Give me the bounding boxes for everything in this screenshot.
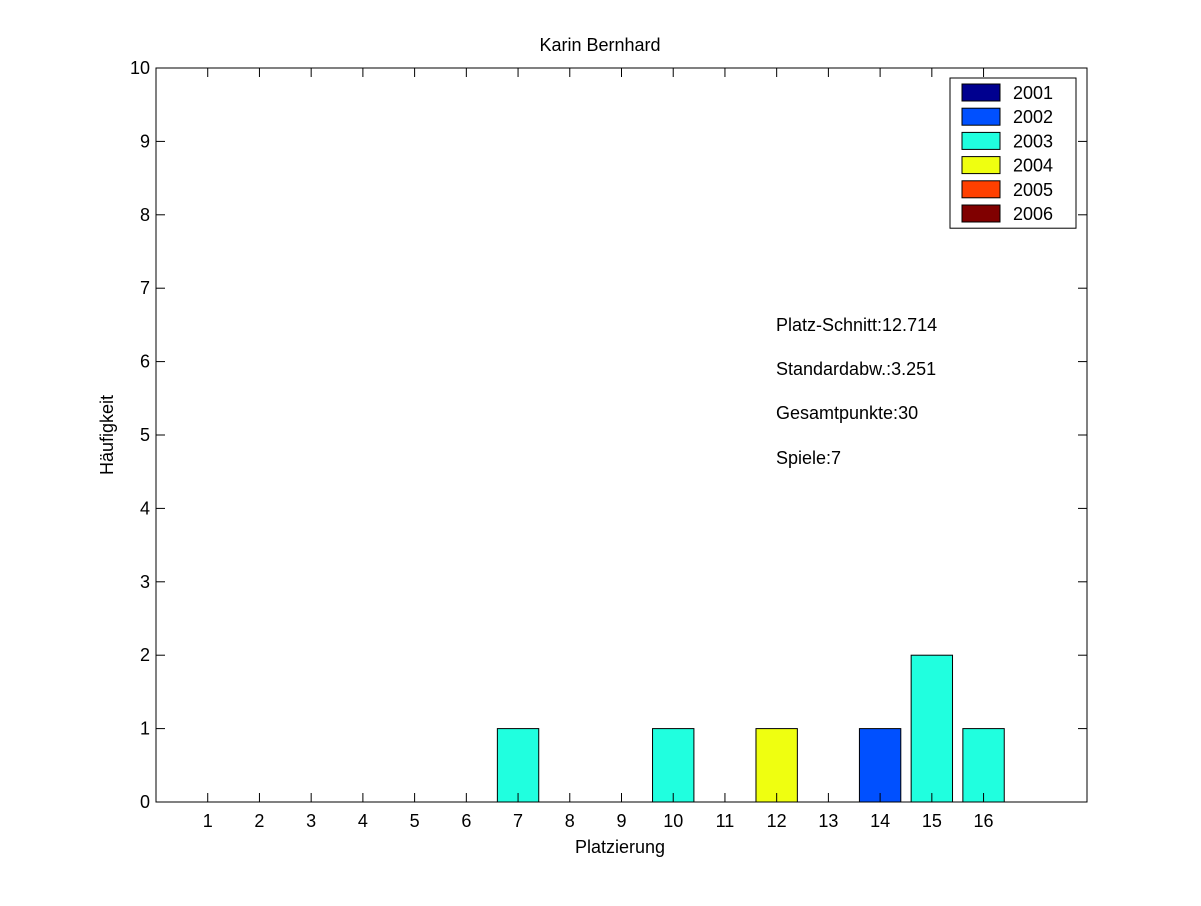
y-axis-label: Häufigkeit [97,395,117,475]
y-tick-label: 9 [140,131,150,151]
legend-box [949,77,1077,229]
y-tick-label: 4 [140,498,150,518]
x-tick-label: 13 [818,811,838,831]
x-tick-label: 5 [410,811,420,831]
legend-label-2004: 2004 [1013,156,1053,176]
x-tick-label: 7 [513,811,523,831]
x-tick-label: 4 [358,811,368,831]
legend-label-2006: 2006 [1013,204,1053,224]
bar-2002-platz-14 [858,728,902,803]
legend-label-2003: 2003 [1013,131,1053,151]
y-tick-label: 10 [130,58,150,78]
bar-2004-platz-12 [755,728,798,803]
legend-swatch-2005 [961,180,1001,199]
y-tick-label: 6 [140,352,150,372]
y-tick-label: 3 [140,572,150,592]
legend-swatch-2004 [961,156,1001,175]
stat-annotation-4: Spiele:7 [776,448,841,468]
bar-2003-platz-7 [496,728,540,803]
bar-2003-platz-15 [910,654,954,803]
chart-title: Karin Bernhard [539,35,660,55]
legend-label-2002: 2002 [1013,107,1053,127]
y-tick-label: 5 [140,425,150,445]
x-tick-label: 10 [663,811,683,831]
x-tick-label: 12 [767,811,787,831]
y-tick-label: 8 [140,205,150,225]
legend-swatch-2003 [961,131,1001,150]
stat-annotation-3: Gesamtpunkte:30 [776,403,918,423]
x-tick-label: 3 [306,811,316,831]
x-tick-label: 1 [203,811,213,831]
x-tick-label: 16 [974,811,994,831]
stat-annotation-1: Platz-Schnitt:12.714 [776,315,937,335]
y-tick-label: 0 [140,792,150,812]
x-tick-label: 6 [461,811,471,831]
x-axis-label: Platzierung [575,837,665,857]
legend-label-2005: 2005 [1013,180,1053,200]
y-tick-label: 1 [140,719,150,739]
statistics-annotations: Platz-Schnitt:12.714 Standardabw.:3.251 Ge… [776,315,937,468]
x-tick-label: 14 [870,811,890,831]
x-tick-label: 15 [922,811,942,831]
legend: 2001 2002 2003 2004 2005 2006 [949,77,1077,229]
y-tick-label: 7 [140,278,150,298]
x-tick-label: 2 [254,811,264,831]
legend-swatch-2006 [961,204,1001,223]
stat-annotation-2: Standardabw.:3.251 [776,359,936,379]
bar-2003-platz-16 [962,728,1005,803]
legend-label-2001: 2001 [1013,83,1053,103]
bar-2003-platz-10 [652,728,695,803]
y-tick-label: 2 [140,645,150,665]
x-tick-label: 9 [616,811,626,831]
legend-swatch-2002 [961,107,1001,126]
legend-swatch-2001 [961,83,1001,102]
x-tick-label: 11 [716,811,735,831]
x-tick-label: 8 [565,811,575,831]
